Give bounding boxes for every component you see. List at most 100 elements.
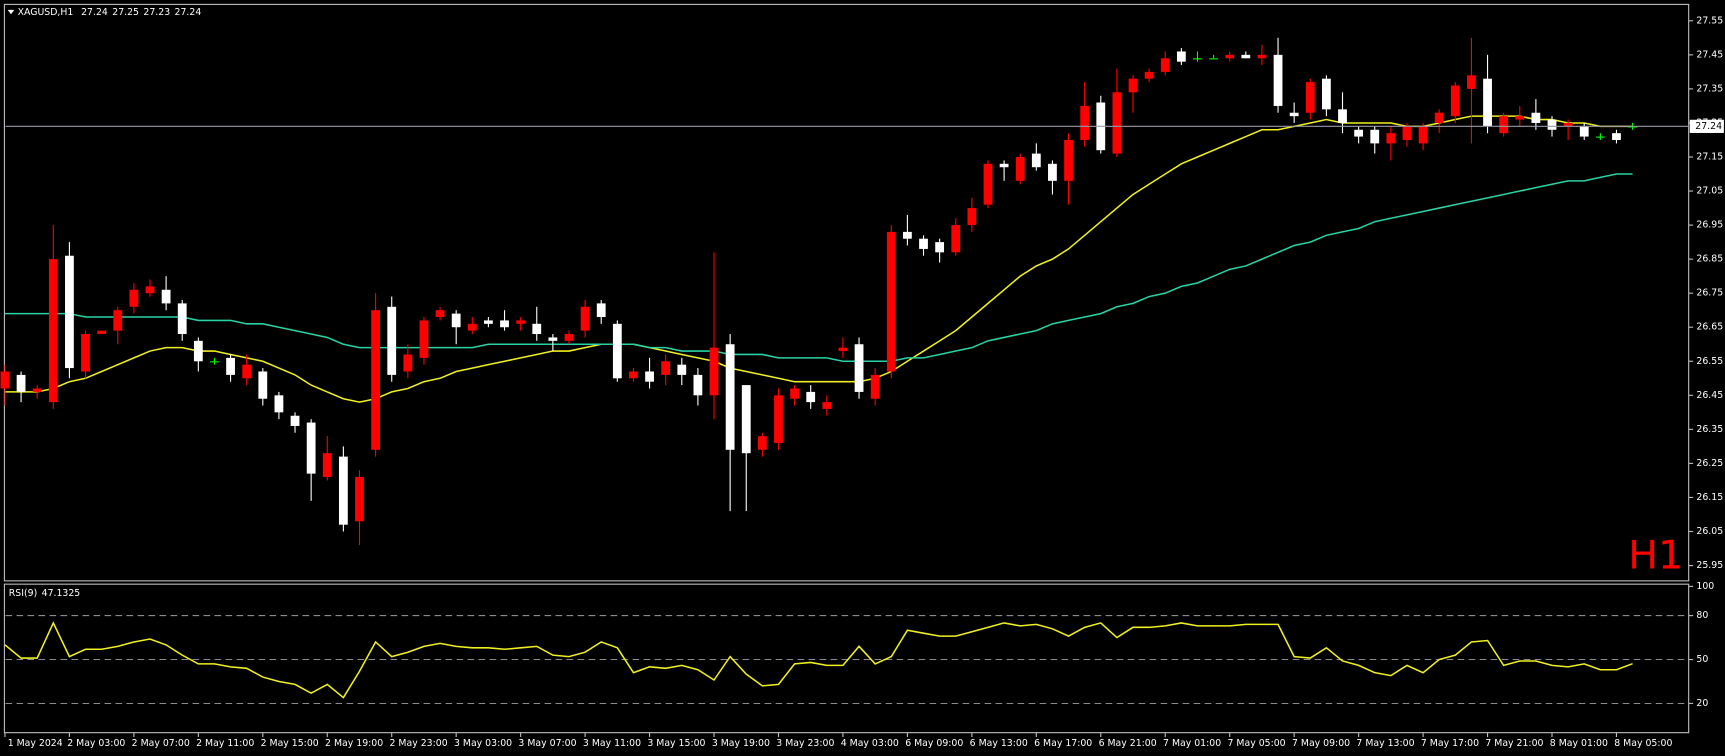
candle-body [306,422,316,474]
x-tick-label: 7 May 17:00 [1421,738,1479,749]
candle-body [1499,116,1509,134]
rsi-current: 47.1325 [42,587,81,598]
y-tick-label: 26.95 [1696,220,1723,231]
candle-body [1080,105,1090,140]
candle-body [1434,112,1444,123]
x-tick-label: 6 May 09:00 [905,738,963,749]
candle-body [210,361,219,363]
x-tick-label: 7 May 21:00 [1485,738,1543,749]
candle-body [1563,122,1573,127]
candle-body [322,453,332,478]
candle-body [1531,112,1541,123]
candle-body [564,334,574,341]
candle-body [757,436,767,450]
candle-body [371,310,381,450]
candle-body [1386,133,1396,144]
candle-body [355,477,364,522]
candle-body [725,344,735,450]
x-tick-label: 7 May 05:00 [1228,738,1286,749]
candle-body [258,371,268,399]
candle-body [193,340,203,362]
x-tick-label: 7 May 01:00 [1163,738,1221,749]
header-high: 27.25 [112,7,139,18]
y-tick-label: 26.55 [1696,356,1723,367]
y-tick-label: 27.55 [1696,15,1723,26]
x-tick-label: 3 May 15:00 [647,738,705,749]
candle-body [1321,78,1331,110]
candle-body [709,347,719,396]
candle-body [1418,126,1428,144]
candle-body [1257,54,1267,59]
collapse-arrow [7,9,15,15]
x-tick-label: 3 May 07:00 [518,738,576,749]
candle-body [548,337,558,341]
candle-body [693,374,703,396]
candle-body [177,303,187,335]
x-tick-label: 7 May 13:00 [1356,738,1414,749]
candle-body [1160,58,1170,72]
candle-body [1048,163,1057,181]
candle-body [983,163,993,205]
x-tick-label: 2 May 11:00 [196,738,254,749]
x-tick-label: 3 May 19:00 [712,738,770,749]
rsi-line [4,621,1633,699]
candle-body [161,289,171,304]
candle-body [790,388,799,399]
candle-body [290,415,300,426]
candle-body [1241,54,1251,59]
candle-body [999,163,1009,168]
candle-body [32,388,42,392]
candle-body [113,310,123,331]
candle-body [1402,126,1412,140]
y-tick-label: 26.45 [1696,390,1723,401]
candle-body [484,320,493,324]
candle-body [532,323,542,335]
candle-body [1176,51,1186,62]
candle-body [1370,129,1380,144]
candle-body [886,231,896,372]
x-tick-label: 8 May 01:00 [1550,738,1608,749]
x-tick-label: 3 May 03:00 [454,738,512,749]
candle-body [48,259,58,403]
candle-body [677,364,687,375]
candle-body [645,371,654,382]
rsi-header: RSI(9) 47.1325 [9,587,81,598]
price-label: 27.24 [1695,121,1722,132]
candle-body [145,286,155,294]
candle-body [1128,78,1138,93]
header-close: 27.24 [175,7,202,18]
header-open: 27.24 [81,7,108,18]
rsi-y-tick-label: 20 [1696,698,1708,709]
y-tick-label: 27.05 [1696,186,1723,197]
candle-body [661,361,671,375]
candle-body [919,238,928,249]
x-tick-label: 2 May 07:00 [132,738,190,749]
rsi-label: RSI(9) [9,587,37,598]
x-tick-label: 6 May 17:00 [1034,738,1092,749]
candle-body [338,456,348,525]
candle-body [1467,75,1476,89]
x-tick-label: 4 May 03:00 [841,738,899,749]
candle-body [838,347,848,352]
candle-body [951,225,961,253]
price-label-box [1689,119,1724,133]
candle-body [1031,153,1041,168]
candle-body [1112,92,1122,154]
candle-body [81,334,90,372]
x-tick-label: 2 May 23:00 [390,738,448,749]
candle-body [1225,54,1235,59]
candle-body [870,374,880,399]
candle-body [903,231,912,239]
candle-body [242,364,252,379]
y-tick-label: 26.65 [1696,322,1723,333]
candle-body [854,344,864,392]
candle-body [1354,129,1364,137]
candle-body [516,320,526,324]
candle-body [1547,119,1557,130]
candle-body [1612,133,1621,140]
candle-body [16,374,26,392]
candle-body [935,242,945,253]
candle-body [774,395,783,443]
